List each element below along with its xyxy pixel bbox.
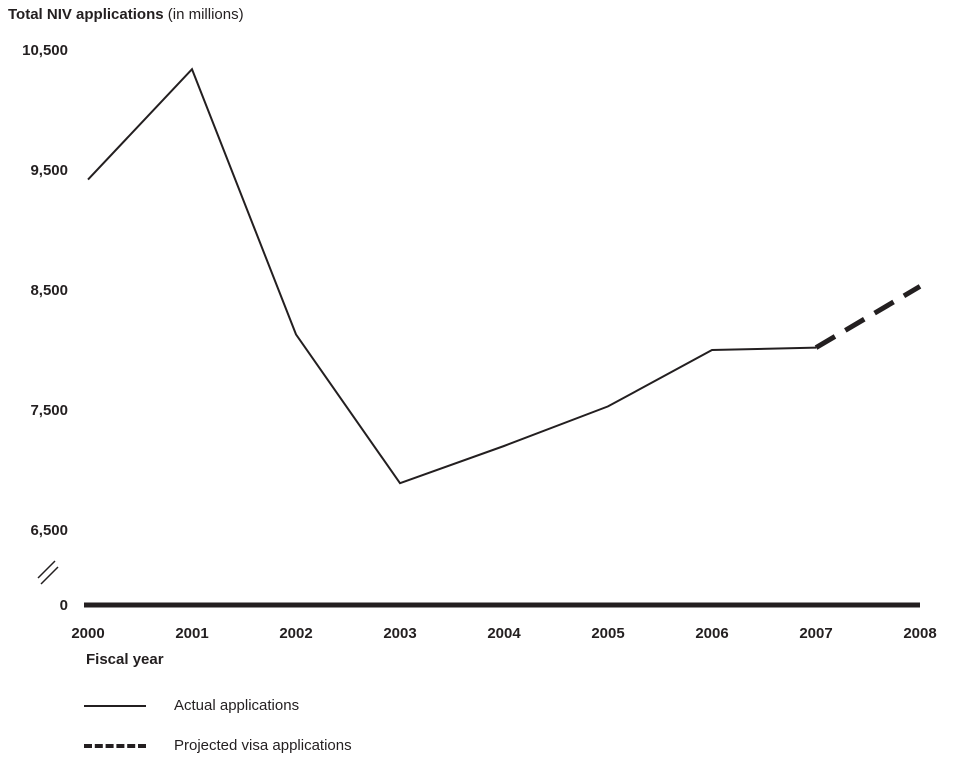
y-tick-label: 7,500 xyxy=(30,402,68,419)
x-tick-label: 2007 xyxy=(799,625,832,640)
chart-title: Total NIV applications (in millions) xyxy=(8,6,244,23)
y-tick-label: 6,500 xyxy=(30,522,68,539)
legend-swatch-projected xyxy=(84,743,146,748)
x-tick-label: 2003 xyxy=(383,625,416,640)
x-tick-label: 2006 xyxy=(695,625,728,640)
chart-title-suffix: (in millions) xyxy=(167,6,244,23)
series-line-projected xyxy=(814,284,922,350)
y-tick-label: 0 xyxy=(60,597,68,614)
chart-title-main: Total NIV applications xyxy=(8,6,164,23)
x-tick-label: 2000 xyxy=(71,625,104,640)
x-axis-label: Fiscal year xyxy=(86,651,164,668)
x-tick-label: 2001 xyxy=(175,625,208,640)
x-tick-label: 2002 xyxy=(279,625,312,640)
y-tick-label: 8,500 xyxy=(30,282,68,299)
x-tick-label: 2008 xyxy=(903,625,936,640)
x-tick-label: 2004 xyxy=(487,625,521,640)
x-tick-label: 2005 xyxy=(591,625,624,640)
axis-break-mark xyxy=(37,560,56,579)
legend-label-projected: Projected visa applications xyxy=(174,737,352,754)
y-tick-label: 10,500 xyxy=(22,42,68,59)
legend-label-actual: Actual applications xyxy=(174,697,300,714)
axis-break-mark xyxy=(40,566,59,585)
series-line-actual xyxy=(87,67,817,485)
y-tick-label: 9,500 xyxy=(30,162,68,179)
legend-item-actual: Actual applications xyxy=(84,697,299,714)
legend-item-projected: Projected visa applications xyxy=(84,737,352,754)
legend-swatch-actual xyxy=(84,704,146,707)
